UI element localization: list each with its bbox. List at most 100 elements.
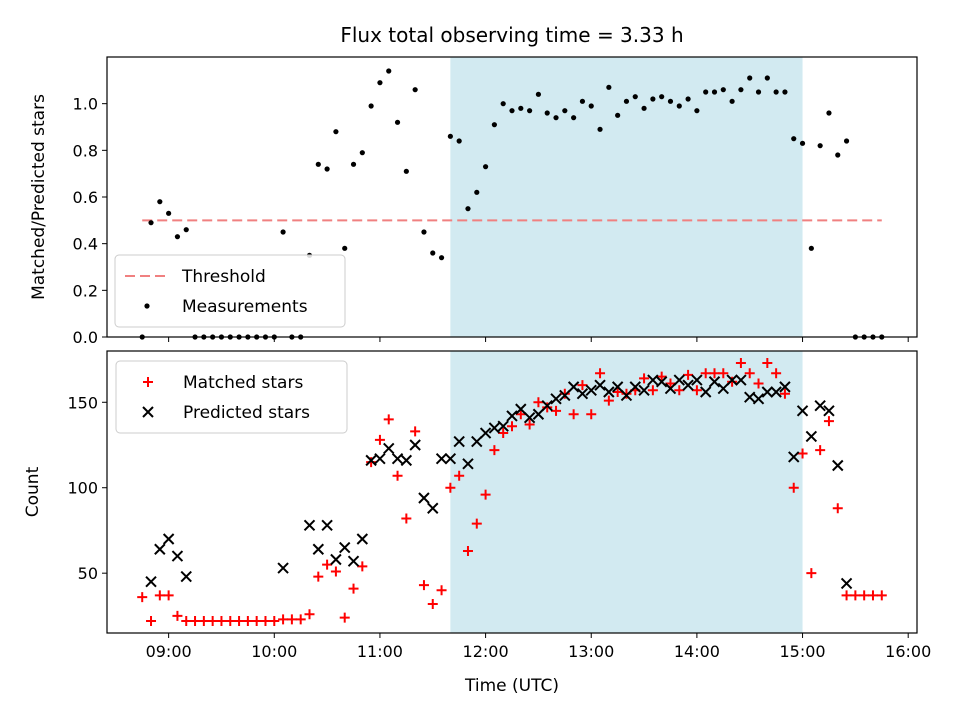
x-tick-label: 15:00 xyxy=(779,642,825,661)
matched-star-marker xyxy=(762,357,773,368)
matched-star-marker xyxy=(577,380,588,391)
predicted-star-marker xyxy=(400,454,413,467)
chart-title: Flux total observing time = 3.33 h xyxy=(340,23,683,47)
measurement-point xyxy=(615,112,621,118)
measurement-point xyxy=(333,129,339,135)
matched-star-marker xyxy=(815,445,826,456)
predicted-star-marker xyxy=(356,533,369,545)
y-tick-label: 0.6 xyxy=(73,188,98,207)
matched-star-marker xyxy=(190,616,201,627)
predicted-star-marker xyxy=(462,458,474,470)
matched-star-marker xyxy=(841,590,852,601)
matched-star-marker xyxy=(832,503,843,514)
measurement-point xyxy=(623,98,630,104)
measurement-point xyxy=(148,220,154,226)
matched-star-marker xyxy=(823,416,834,427)
y-axis-label: Count xyxy=(23,466,43,517)
x-tick-label: 10:00 xyxy=(251,642,297,661)
legend: Matched stars Predicted stars xyxy=(115,360,348,434)
measurement-point xyxy=(166,210,172,216)
measurement-point xyxy=(632,94,638,100)
legend-label: Threshold xyxy=(181,267,266,287)
measurement-point xyxy=(518,105,524,111)
matched-star-marker xyxy=(647,385,658,396)
predicted-star-marker xyxy=(664,382,677,395)
measurement-point xyxy=(535,91,542,97)
measurement-point xyxy=(843,138,850,144)
matched-star-marker xyxy=(612,387,623,398)
measurement-point xyxy=(571,115,577,121)
matched-star-marker xyxy=(568,409,579,420)
matched-star-marker xyxy=(154,590,165,601)
matched-star-marker xyxy=(709,368,720,379)
predicted-star-marker xyxy=(823,405,835,417)
measurement-point xyxy=(553,115,559,121)
measurement-point xyxy=(394,119,401,125)
matched-star-marker xyxy=(410,426,421,437)
bottom-panel-counts: 09:00 10:00 11:00 12:00 13:00 14:00 15:00 16:00… xyxy=(23,350,931,661)
predicted-star-marker xyxy=(594,379,606,391)
x-tick-label: 13:00 xyxy=(568,642,614,661)
measurement-point xyxy=(782,89,788,95)
measurement-point xyxy=(509,108,515,114)
predicted-star-marker xyxy=(840,577,853,590)
predicted-star-marker xyxy=(515,403,527,415)
matched-star-marker xyxy=(366,457,377,468)
predicted-star-marker xyxy=(180,570,192,583)
measurement-point xyxy=(342,245,348,251)
matched-star-marker xyxy=(383,414,394,425)
matched-star-marker xyxy=(779,388,790,399)
matched-star-marker xyxy=(656,371,667,382)
x-tick-label: 14:00 xyxy=(674,642,720,661)
matched-star-marker xyxy=(859,590,870,601)
predicted-star-marker xyxy=(735,374,747,386)
measurement-point xyxy=(456,138,462,144)
predicted-star-marker xyxy=(603,386,615,398)
predicted-star-marker xyxy=(383,442,395,455)
predicted-star-marker xyxy=(277,562,289,574)
matched-star-marker xyxy=(480,489,491,500)
matched-star-marker xyxy=(462,545,473,556)
predicted-star-marker xyxy=(339,541,351,554)
matched-star-marker xyxy=(718,368,729,379)
matched-star-marker xyxy=(445,482,456,493)
measurement-point xyxy=(738,87,744,93)
measurement-point xyxy=(183,227,189,233)
matched-star-marker xyxy=(163,590,174,601)
matched-star-marker xyxy=(304,609,315,620)
measurement-point xyxy=(729,98,735,104)
predicted-star-marker xyxy=(699,386,712,398)
y-tick-label: 150 xyxy=(67,393,98,412)
matched-star-marker xyxy=(357,561,368,572)
predicted-star-marker xyxy=(523,411,536,424)
measurement-point xyxy=(588,103,594,109)
predicted-star-marker xyxy=(541,399,553,412)
matched-star-marker xyxy=(401,513,412,524)
measurement-point xyxy=(359,150,365,156)
matched-star-marker xyxy=(683,369,694,380)
measurement-point xyxy=(755,89,762,95)
matched-star-marker xyxy=(137,592,148,603)
measurement-point xyxy=(659,94,665,100)
predicted-star-marker xyxy=(726,374,738,386)
matched-star-marker xyxy=(507,421,517,432)
matched-star-marker xyxy=(515,409,526,420)
measurement-point xyxy=(324,166,330,172)
matched-star-marker xyxy=(146,616,157,627)
predicted-star-marker xyxy=(321,519,333,532)
matched-star-marker xyxy=(454,470,465,481)
measurement-point xyxy=(403,168,409,174)
predicted-star-marker xyxy=(611,381,624,393)
legend-matched-swatch xyxy=(143,377,153,387)
measurement-point xyxy=(315,161,321,167)
predicted-star-marker xyxy=(550,393,562,405)
predicted-star-marker xyxy=(779,381,791,393)
measurement-point xyxy=(650,96,656,102)
legend-label: Matched stars xyxy=(183,373,303,393)
matched-star-marker xyxy=(471,518,482,529)
matched-star-marker xyxy=(700,368,711,379)
measurement-point xyxy=(412,87,418,93)
predicted-star-marker xyxy=(805,430,818,443)
measurement-point xyxy=(641,105,647,111)
measurement-point xyxy=(157,199,163,205)
